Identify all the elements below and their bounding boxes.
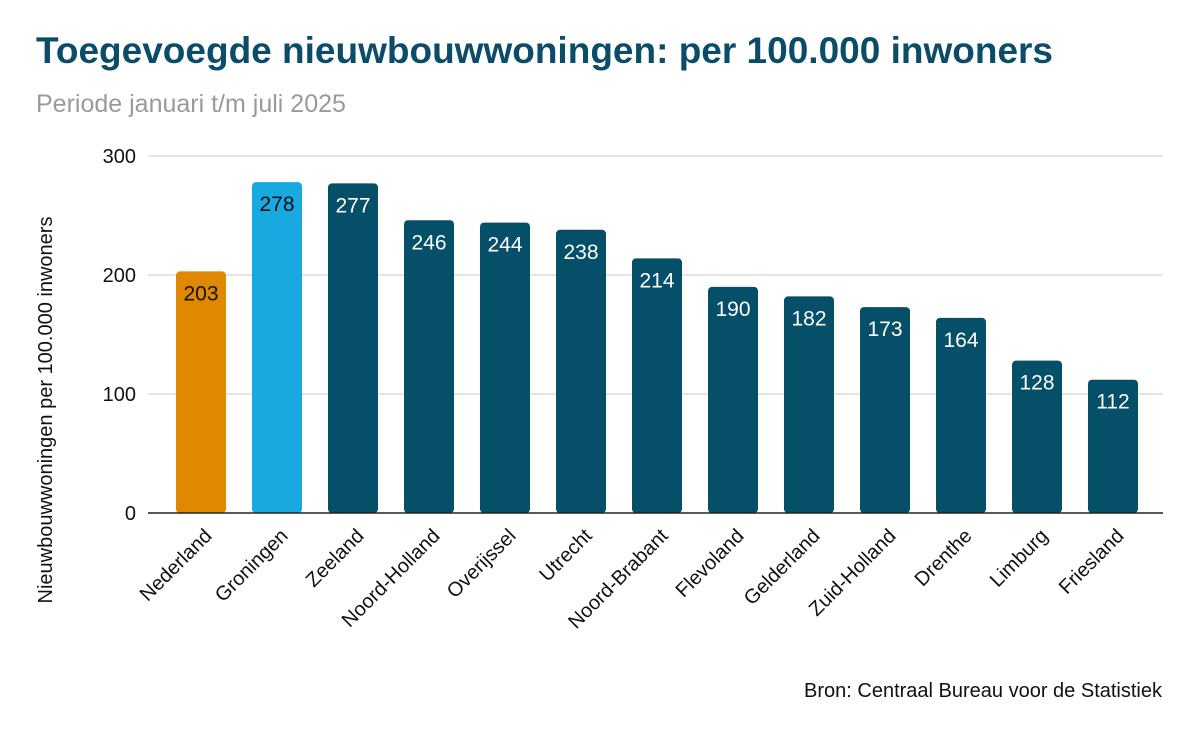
x-tick-label: Limburg [986,525,1053,592]
data-label: 238 [563,241,598,264]
data-label: 214 [639,269,674,292]
chart-title: Toegevoegde nieuwbouwwoningen: per 100.0… [36,30,1053,71]
bar-drenthe [936,317,986,513]
bar-nederland [176,271,226,513]
bar-zuid-holland [860,307,910,513]
x-tick-label: Groningen [211,525,293,607]
bar-utrecht [556,229,606,513]
bar-friesland [1088,379,1138,513]
y-axis-title: Nieuwbouwwoningen per 100.000 inwoners [35,217,57,604]
y-tick-label: 300 [103,146,136,168]
x-tick-label: Zeeland [302,525,369,592]
x-tick-label: Overijssel [443,525,521,603]
data-label: 112 [1096,391,1129,414]
data-label: 173 [867,318,902,341]
data-label: 244 [487,234,522,257]
bar-gelderland [784,296,834,513]
x-tick-label: Friesland [1055,525,1129,599]
data-label: 277 [335,194,370,217]
y-tick-label: 200 [103,265,136,287]
data-label: 164 [943,329,978,352]
data-label: 246 [411,231,446,254]
data-label: 190 [715,298,750,321]
chart-subtitle: Periode januari t/m juli 2025 [36,90,346,118]
y-tick-label: 100 [103,384,136,406]
bar-overijssel [480,222,530,513]
data-label: 278 [259,193,294,216]
data-label: 182 [791,307,826,330]
bar-zeeland [328,183,378,513]
data-label: 128 [1019,372,1054,395]
bar-groningen [252,182,302,513]
x-tick-label: Nederland [136,525,217,606]
bar-noord-brabant [632,258,682,513]
x-tick-label: Flevoland [672,525,749,602]
x-tick-label: Drenthe [911,525,977,591]
source-note: Bron: Centraal Bureau voor de Statistiek [804,680,1162,702]
bar-noord-holland [404,220,454,513]
y-tick-label: 0 [125,503,136,525]
bar-limburg [1012,360,1062,513]
data-label: 203 [183,282,218,305]
x-tick-label: Utrecht [535,525,596,586]
bar-flevoland [708,286,758,513]
